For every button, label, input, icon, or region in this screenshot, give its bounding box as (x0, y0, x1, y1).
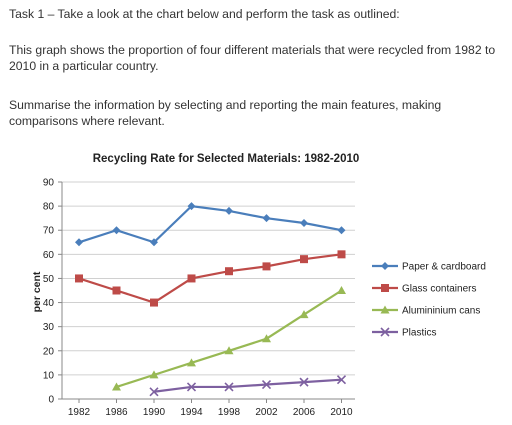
data-point (224, 346, 234, 355)
x-tick-label: 1998 (218, 407, 241, 418)
series-glass-containers (75, 250, 346, 307)
axes: 0 10 20 30 40 50 60 70 80 90 1982 1986 1990 1994 1998 2… (43, 178, 355, 418)
legend-label: Glass containers (402, 284, 476, 295)
legend-entry: Glass containers (372, 284, 476, 295)
x-tick-label: 2010 (330, 407, 353, 418)
legend-entry: Plastics (372, 327, 436, 339)
data-point (299, 310, 309, 319)
task-instruction: Summarise the information by selecting a… (9, 98, 442, 128)
task-heading: Task 1 – Take a look at the chart below … (9, 7, 400, 21)
series (75, 202, 347, 397)
legend-marker (381, 284, 389, 292)
legend-entry: Paper & cardboard (372, 262, 486, 273)
data-point (75, 238, 83, 247)
y-tick-label: 30 (43, 322, 55, 333)
y-tick-label: 60 (43, 250, 55, 261)
task-description: This graph shows the proportion of four … (9, 43, 496, 73)
data-point (300, 218, 308, 227)
legend: Paper & cardboard Glass containers Alumini… (372, 262, 486, 339)
y-tick-label: 40 (43, 298, 55, 309)
grid (62, 181, 355, 376)
y-tick-label: 10 (43, 370, 55, 381)
data-point (336, 375, 347, 385)
data-point (112, 226, 121, 235)
data-point (299, 377, 309, 387)
data-point (149, 387, 159, 397)
x-tick-label: 1990 (143, 407, 166, 418)
data-point (186, 382, 197, 392)
data-point (261, 379, 272, 390)
y-tick-label: 0 (48, 395, 54, 406)
data-point (187, 202, 196, 211)
data-point (337, 250, 346, 259)
data-point (225, 267, 233, 276)
series-line (153, 378, 342, 393)
data-point (112, 382, 121, 391)
legend-marker (380, 327, 390, 337)
data-point (112, 286, 121, 295)
y-axis-label: per cent (31, 271, 43, 312)
series-line (78, 204, 342, 244)
series-alumininium-cans (112, 286, 346, 391)
data-point (224, 382, 234, 392)
y-tick-label: 90 (43, 178, 55, 189)
legend-label: Plastics (402, 328, 436, 339)
y-tick-label: 20 (43, 346, 55, 357)
x-tick-label: 2002 (255, 407, 278, 418)
data-point (150, 238, 158, 247)
x-tick-label: 1994 (180, 407, 203, 418)
data-point (300, 255, 308, 264)
x-tick-label: 1982 (68, 407, 91, 418)
legend-marker (380, 305, 390, 314)
y-tick-label: 70 (43, 226, 55, 237)
legend-marker (381, 262, 389, 270)
data-point (75, 274, 83, 283)
legend-label: Alumininium cans (402, 306, 480, 317)
data-point (337, 226, 346, 235)
legend-entry: Alumininium cans (372, 305, 480, 317)
legend-label: Paper & cardboard (402, 262, 486, 273)
series-plastics (149, 375, 347, 397)
y-tick-label: 50 (43, 274, 55, 285)
series-paper-cardboard (75, 202, 346, 247)
data-point (149, 370, 159, 379)
data-point (150, 298, 158, 307)
data-point (187, 274, 196, 283)
data-point (225, 206, 233, 215)
series-line (78, 253, 342, 304)
x-tick-label: 2006 (293, 407, 316, 418)
chart-title: Recycling Rate for Selected Materials: 1… (93, 153, 360, 165)
x-tick-label: 1986 (105, 407, 128, 418)
data-point (262, 214, 271, 223)
data-point (187, 358, 196, 367)
data-point (337, 286, 346, 294)
data-point (262, 334, 271, 343)
data-point (262, 262, 271, 271)
y-tick-label: 80 (43, 202, 55, 213)
